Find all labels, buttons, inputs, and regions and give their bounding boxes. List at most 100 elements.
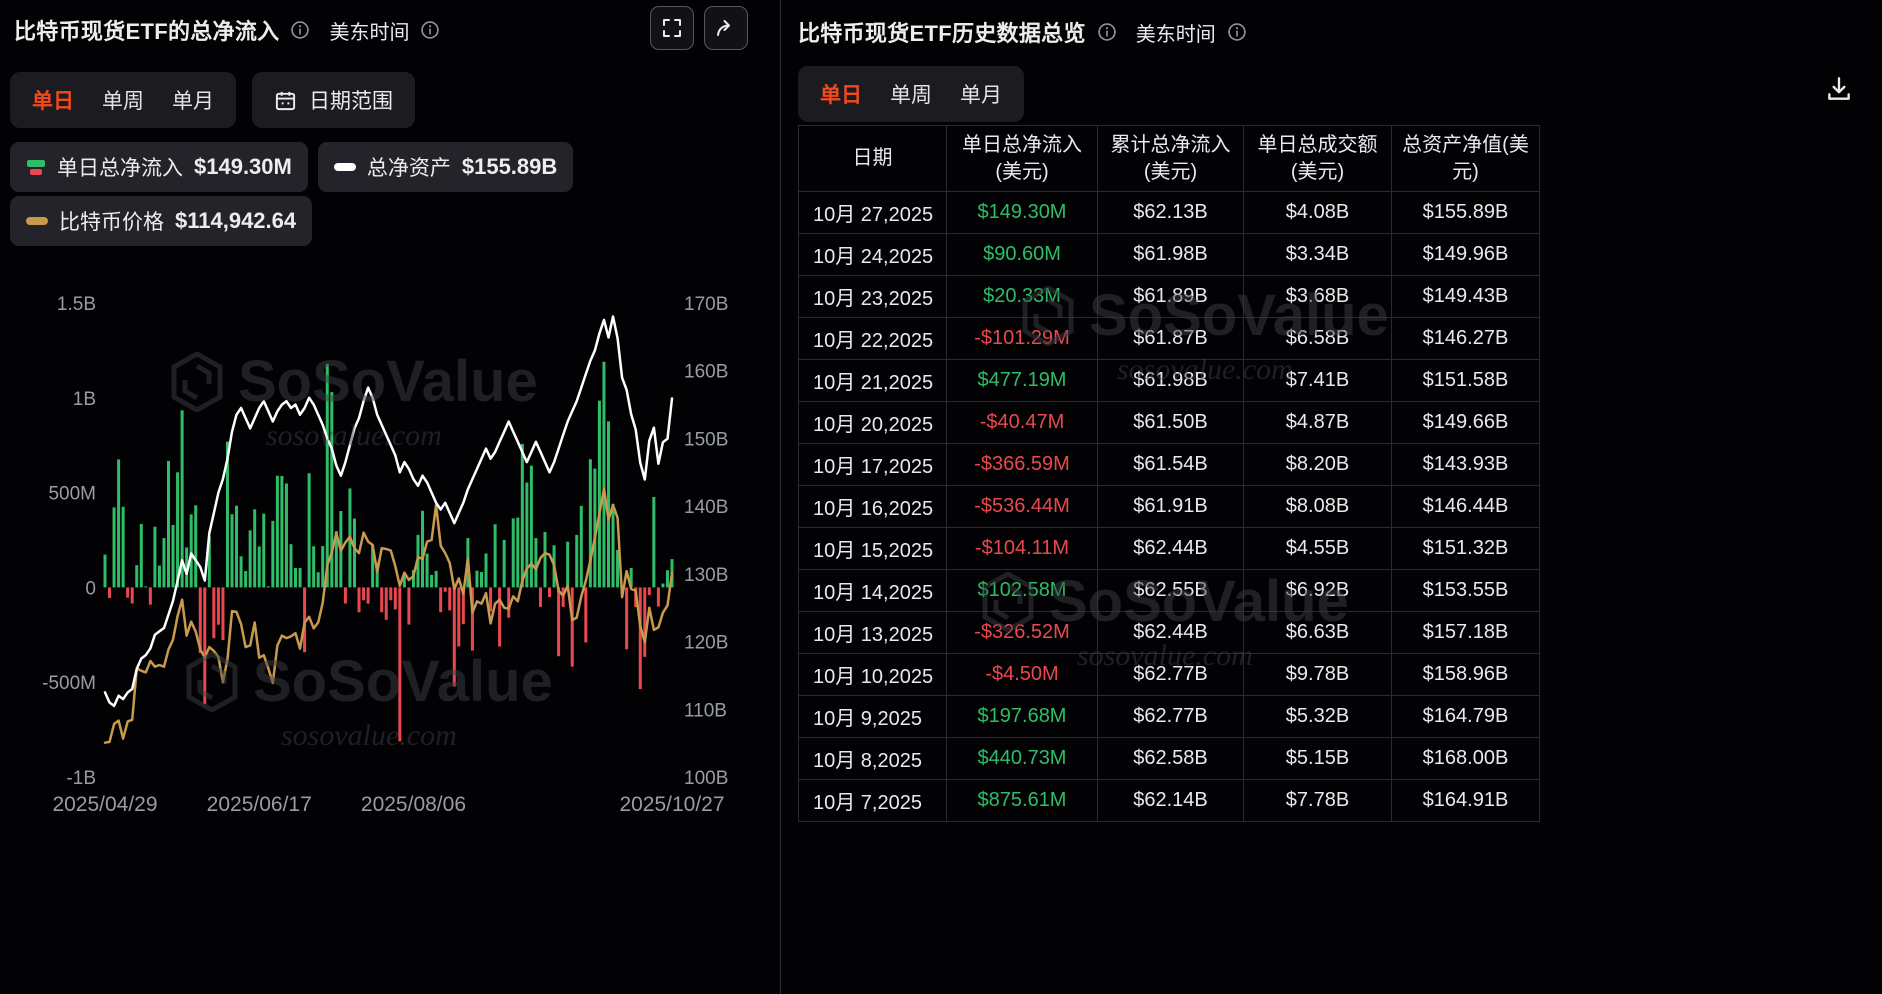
legend-btc-price[interactable]: 比特币价格 $114,942.64 xyxy=(10,196,313,246)
cell-volume: $3.34B xyxy=(1243,233,1392,276)
cell-nav: $151.32B xyxy=(1391,527,1540,570)
legend-net-assets[interactable]: 总净资产 $155.89B xyxy=(317,142,574,192)
history-table-body: 10月 27,2025 $149.30M $62.13B $4.08B $155.89B… xyxy=(798,191,1540,822)
table-row: 10月 21,2025 $477.19M $61.98B $7.41B $151.58B xyxy=(798,359,1540,402)
legend-daily-flow[interactable]: 单日总净流入 $149.30M xyxy=(10,142,308,192)
table-row: 10月 8,2025 $440.73M $62.58B $5.15B $168.00B xyxy=(798,737,1540,780)
table-row: 10月 16,2025 -$536.44M $61.91B $8.08B $146.44… xyxy=(798,485,1540,528)
svg-text:170B: 170B xyxy=(684,294,728,315)
info-icon[interactable] xyxy=(290,20,310,40)
cell-volume: $4.55B xyxy=(1243,527,1392,570)
cell-cum-flow: $62.44B xyxy=(1097,527,1244,570)
table-row: 10月 22,2025 -$101.29M $61.87B $6.58B $146.27… xyxy=(798,317,1540,360)
cell-daily-flow: $197.68M xyxy=(946,695,1098,738)
cell-daily-flow: -$326.52M xyxy=(946,611,1098,654)
history-table-panel: 比特币现货ETF历史数据总览 美东时间 单日 单周 单月 日期 单日总净流入(美… xyxy=(780,0,1882,994)
gold-dash-icon xyxy=(26,217,48,225)
legend-label: 比特币价格 xyxy=(59,211,164,234)
cell-date: 10月 8,2025 xyxy=(798,737,947,780)
svg-text:130B: 130B xyxy=(684,565,728,586)
table-header-row: 日期 单日总净流入(美元) 累计总净流入(美元) 单日总成交额(美元) 总资产净… xyxy=(798,125,1540,192)
svg-text:140B: 140B xyxy=(684,497,728,518)
cell-date: 10月 14,2025 xyxy=(798,569,947,612)
cell-volume: $4.08B xyxy=(1243,191,1392,234)
left-axis-labels: 1.5B 1B 500M 0 -500M -1B xyxy=(42,294,96,789)
column-header-volume: 单日总成交额(美元) xyxy=(1243,125,1392,192)
legend-value: $155.89B xyxy=(461,154,558,179)
cell-nav: $146.44B xyxy=(1391,485,1540,528)
cell-daily-flow: $440.73M xyxy=(946,737,1098,780)
cell-date: 10月 13,2025 xyxy=(798,611,947,654)
fullscreen-button[interactable] xyxy=(650,6,694,50)
info-icon[interactable] xyxy=(420,20,440,40)
cell-nav: $153.55B xyxy=(1391,569,1540,612)
tab-monthly[interactable]: 单月 xyxy=(946,71,1016,117)
download-button[interactable] xyxy=(1824,74,1854,107)
x-axis-labels: 2025/04/29 2025/06/17 2025/08/06 2025/10/27 xyxy=(52,793,724,816)
info-icon[interactable] xyxy=(1097,22,1117,42)
cell-cum-flow: $62.14B xyxy=(1097,779,1244,822)
cell-nav: $157.18B xyxy=(1391,611,1540,654)
tab-monthly[interactable]: 单月 xyxy=(158,77,228,123)
svg-text:2025/06/17: 2025/06/17 xyxy=(207,793,312,816)
cell-volume: $8.20B xyxy=(1243,443,1392,486)
legend-value: $114,942.64 xyxy=(175,208,297,233)
cell-nav: $146.27B xyxy=(1391,317,1540,360)
right-panel-header: 比特币现货ETF历史数据总览 美东时间 xyxy=(798,16,1247,48)
table-row: 10月 20,2025 -$40.47M $61.50B $4.87B $149.66B xyxy=(798,401,1540,444)
period-tabs: 单日 单周 单月 xyxy=(798,66,1024,122)
cell-nav: $158.96B xyxy=(1391,653,1540,696)
cell-cum-flow: $61.98B xyxy=(1097,359,1244,402)
share-icon xyxy=(714,16,738,40)
cell-daily-flow: $477.19M xyxy=(946,359,1098,402)
cell-date: 10月 20,2025 xyxy=(798,401,947,444)
tab-daily[interactable]: 单日 xyxy=(18,77,88,123)
column-header-cumulative-flow: 累计总净流入(美元) xyxy=(1097,125,1244,192)
white-dash-icon xyxy=(333,163,356,171)
period-controls: 单日 单周 单月 xyxy=(798,66,1024,122)
tab-daily[interactable]: 单日 xyxy=(806,71,876,117)
cell-nav: $164.91B xyxy=(1391,779,1540,822)
daily-flow-bars xyxy=(103,361,674,742)
share-button[interactable] xyxy=(704,6,748,50)
chart-toolbar xyxy=(650,6,748,50)
period-controls: 单日 单周 单月 日期范围 xyxy=(10,72,415,128)
cell-daily-flow: -$101.29M xyxy=(946,317,1098,360)
cell-volume: $9.78B xyxy=(1243,653,1392,696)
flows-chart-svg[interactable]: 1.5B1B500M0-500M-1B170B160B150B140B130B1… xyxy=(0,268,780,843)
left-panel-header: 比特币现货ETF的总净流入 美东时间 xyxy=(14,14,440,46)
svg-text:-500M: -500M xyxy=(42,673,96,694)
flow-bars-icon xyxy=(26,157,46,177)
history-table: 日期 单日总净流入(美元) 累计总净流入(美元) 单日总成交额(美元) 总资产净… xyxy=(798,125,1540,822)
cell-date: 10月 10,2025 xyxy=(798,653,947,696)
cell-volume: $5.32B xyxy=(1243,695,1392,738)
tab-weekly[interactable]: 单周 xyxy=(876,71,946,117)
tab-weekly[interactable]: 单周 xyxy=(88,77,158,123)
flows-chart-panel: 比特币现货ETF的总净流入 美东时间 单日 单周 单月 xyxy=(0,0,780,994)
cell-volume: $5.15B xyxy=(1243,737,1392,780)
cell-volume: $6.92B xyxy=(1243,569,1392,612)
cell-cum-flow: $62.77B xyxy=(1097,653,1244,696)
column-header-date: 日期 xyxy=(798,125,947,192)
date-range-button[interactable]: 日期范围 xyxy=(252,72,415,128)
right-axis-labels: 170B 160B 150B 140B 130B 120B 110B 100B xyxy=(684,294,728,789)
cell-cum-flow: $62.55B xyxy=(1097,569,1244,612)
cell-cum-flow: $61.98B xyxy=(1097,233,1244,276)
table-row: 10月 14,2025 $102.58M $62.55B $6.92B $153.55B xyxy=(798,569,1540,612)
download-icon xyxy=(1824,74,1854,104)
cell-daily-flow: $90.60M xyxy=(946,233,1098,276)
info-icon[interactable] xyxy=(1227,22,1247,42)
cell-date: 10月 9,2025 xyxy=(798,695,947,738)
cell-nav: $155.89B xyxy=(1391,191,1540,234)
svg-text:0: 0 xyxy=(85,578,96,599)
table-row: 10月 27,2025 $149.30M $62.13B $4.08B $155.89B xyxy=(798,191,1540,234)
svg-text:2025/04/29: 2025/04/29 xyxy=(52,793,157,816)
table-row: 10月 13,2025 -$326.52M $62.44B $6.63B $157.18… xyxy=(798,611,1540,654)
cell-date: 10月 23,2025 xyxy=(798,275,947,318)
cell-volume: $4.87B xyxy=(1243,401,1392,444)
column-header-nav: 总资产净值(美元) xyxy=(1391,125,1540,192)
cell-daily-flow: $149.30M xyxy=(946,191,1098,234)
svg-text:2025/10/27: 2025/10/27 xyxy=(619,793,724,816)
cell-date: 10月 7,2025 xyxy=(798,779,947,822)
cell-daily-flow: -$366.59M xyxy=(946,443,1098,486)
